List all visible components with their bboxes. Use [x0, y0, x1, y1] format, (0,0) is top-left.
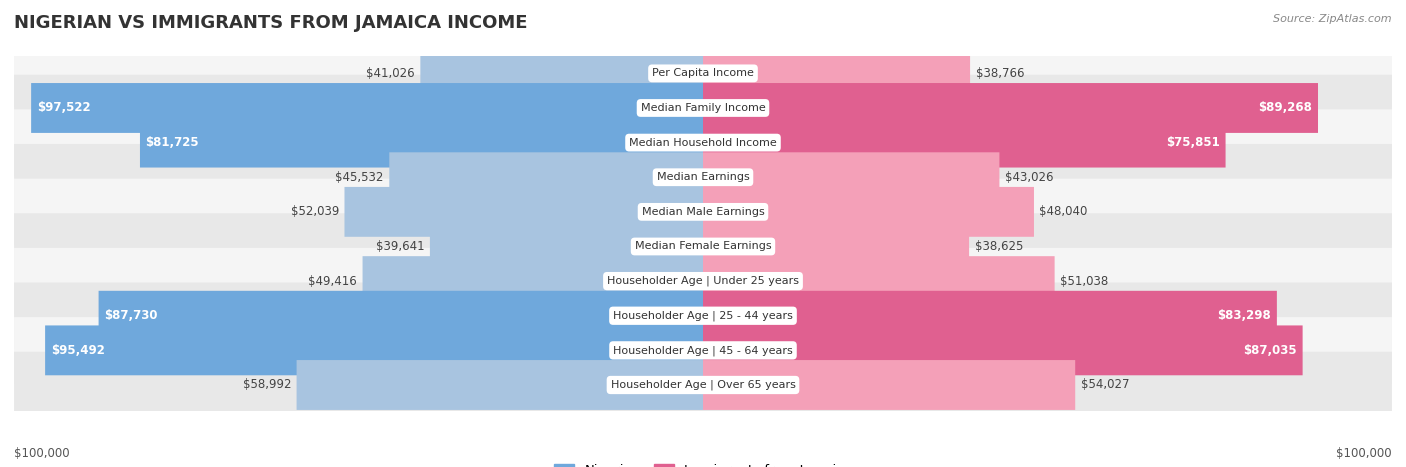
- Text: Per Capita Income: Per Capita Income: [652, 68, 754, 78]
- Text: $87,035: $87,035: [1243, 344, 1298, 357]
- FancyBboxPatch shape: [141, 118, 703, 168]
- Text: Householder Age | Over 65 years: Householder Age | Over 65 years: [610, 380, 796, 390]
- FancyBboxPatch shape: [98, 291, 703, 340]
- Text: $100,000: $100,000: [1336, 447, 1392, 460]
- Text: $48,040: $48,040: [1039, 205, 1088, 219]
- FancyBboxPatch shape: [703, 325, 1302, 375]
- Text: $58,992: $58,992: [243, 378, 291, 391]
- Text: $51,038: $51,038: [1060, 275, 1108, 288]
- FancyBboxPatch shape: [344, 187, 703, 237]
- Text: Median Family Income: Median Family Income: [641, 103, 765, 113]
- Text: Median Female Earnings: Median Female Earnings: [634, 241, 772, 252]
- FancyBboxPatch shape: [703, 49, 970, 98]
- FancyBboxPatch shape: [420, 49, 703, 98]
- FancyBboxPatch shape: [14, 352, 1392, 418]
- FancyBboxPatch shape: [703, 291, 1277, 340]
- Text: $38,766: $38,766: [976, 67, 1024, 80]
- Text: $41,026: $41,026: [366, 67, 415, 80]
- Text: $100,000: $100,000: [14, 447, 70, 460]
- Text: Median Male Earnings: Median Male Earnings: [641, 207, 765, 217]
- FancyBboxPatch shape: [31, 83, 703, 133]
- FancyBboxPatch shape: [363, 256, 703, 306]
- Text: $45,532: $45,532: [336, 171, 384, 184]
- FancyBboxPatch shape: [14, 178, 1392, 245]
- FancyBboxPatch shape: [297, 360, 703, 410]
- FancyBboxPatch shape: [14, 144, 1392, 211]
- FancyBboxPatch shape: [703, 118, 1226, 168]
- FancyBboxPatch shape: [14, 248, 1392, 314]
- FancyBboxPatch shape: [703, 83, 1317, 133]
- Text: $39,641: $39,641: [375, 240, 425, 253]
- Text: Householder Age | 45 - 64 years: Householder Age | 45 - 64 years: [613, 345, 793, 355]
- FancyBboxPatch shape: [703, 360, 1076, 410]
- FancyBboxPatch shape: [14, 283, 1392, 349]
- Text: Householder Age | Under 25 years: Householder Age | Under 25 years: [607, 276, 799, 286]
- Text: $87,730: $87,730: [104, 309, 157, 322]
- FancyBboxPatch shape: [14, 109, 1392, 176]
- Text: $52,039: $52,039: [291, 205, 339, 219]
- Text: Median Household Income: Median Household Income: [628, 138, 778, 148]
- Text: Median Earnings: Median Earnings: [657, 172, 749, 182]
- FancyBboxPatch shape: [430, 221, 703, 271]
- Text: $43,026: $43,026: [1005, 171, 1053, 184]
- FancyBboxPatch shape: [703, 152, 1000, 202]
- Text: $75,851: $75,851: [1167, 136, 1220, 149]
- FancyBboxPatch shape: [703, 256, 1054, 306]
- Text: $95,492: $95,492: [51, 344, 104, 357]
- FancyBboxPatch shape: [14, 75, 1392, 141]
- FancyBboxPatch shape: [14, 317, 1392, 383]
- FancyBboxPatch shape: [14, 213, 1392, 280]
- Text: $83,298: $83,298: [1218, 309, 1271, 322]
- Text: $54,027: $54,027: [1081, 378, 1129, 391]
- FancyBboxPatch shape: [14, 40, 1392, 106]
- Text: Source: ZipAtlas.com: Source: ZipAtlas.com: [1274, 14, 1392, 24]
- Text: $97,522: $97,522: [37, 101, 90, 114]
- FancyBboxPatch shape: [389, 152, 703, 202]
- Text: $81,725: $81,725: [145, 136, 200, 149]
- Text: NIGERIAN VS IMMIGRANTS FROM JAMAICA INCOME: NIGERIAN VS IMMIGRANTS FROM JAMAICA INCO…: [14, 14, 527, 32]
- FancyBboxPatch shape: [45, 325, 703, 375]
- Legend: Nigerian, Immigrants from Jamaica: Nigerian, Immigrants from Jamaica: [548, 459, 858, 467]
- FancyBboxPatch shape: [703, 221, 969, 271]
- FancyBboxPatch shape: [703, 187, 1033, 237]
- Text: $49,416: $49,416: [308, 275, 357, 288]
- Text: Householder Age | 25 - 44 years: Householder Age | 25 - 44 years: [613, 311, 793, 321]
- Text: $38,625: $38,625: [974, 240, 1024, 253]
- Text: $89,268: $89,268: [1258, 101, 1312, 114]
